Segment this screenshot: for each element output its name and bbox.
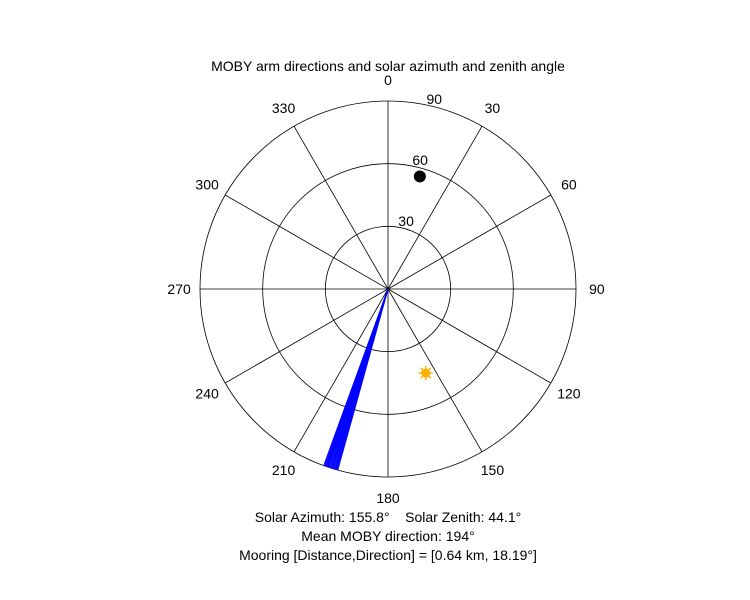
moby-arm-line: [335, 288, 389, 470]
angle-tick-label: 150: [481, 462, 505, 478]
angle-tick-label: 30: [485, 100, 501, 116]
polar-grid: [199, 100, 577, 478]
solar-zenith-label: Solar Zenith:: [405, 509, 485, 525]
sun-marker: [418, 366, 433, 381]
angle-tick-label: 210: [272, 462, 296, 478]
angle-tick-label: 240: [195, 385, 219, 401]
spoke-300: [224, 194, 389, 290]
angle-tick-label: 300: [195, 177, 219, 193]
spoke-30: [387, 125, 483, 290]
radius-circle-60: [262, 163, 514, 415]
mean-moby-caption: Mean MOBY direction: 194°: [0, 528, 750, 544]
spoke-240: [224, 288, 389, 384]
radius-tick-label: 90: [427, 91, 443, 107]
spoke-330: [293, 125, 389, 290]
spoke-60: [387, 194, 552, 290]
radius-circle-30: [324, 225, 452, 353]
degree-symbol: °: [527, 547, 534, 563]
sun-disc: [421, 368, 431, 378]
mooring-caption: Mooring [Distance,Direction] = [0.64 km,…: [239, 547, 537, 563]
mooring-value: [0.64 km, 18.19: [430, 547, 528, 563]
mooring-label: Mooring [Distance,Direction] =: [239, 547, 427, 563]
solar-caption: Solar Azimuth: 155.8° Solar Zenith: 44.1…: [0, 509, 750, 525]
angle-tick-label: 120: [557, 385, 581, 401]
solar-azimuth-value: 155.8: [348, 509, 384, 525]
mean-moby-label: Mean MOBY direction:: [301, 528, 442, 544]
angle-tick-label: 270: [167, 281, 191, 297]
polar-tick-labels: 0 30 60 90 120 150 180 210 240 270 300 330 30 60 90: [167, 72, 604, 506]
polar-points: [413, 170, 433, 381]
radius-circle-90: [199, 100, 577, 478]
radius-tick-label: 60: [412, 152, 428, 168]
spoke-120: [387, 288, 552, 384]
solar-zenith-value: 44.1: [488, 509, 516, 525]
chart-title: MOBY arm directions and solar azimuth an…: [211, 58, 565, 74]
degree-symbol: °: [515, 509, 522, 525]
position-marker: [413, 170, 426, 183]
angle-tick-label: 180: [376, 490, 400, 506]
degree-symbol: °: [469, 528, 475, 544]
solar-azimuth-label: Solar Azimuth:: [254, 509, 346, 525]
angle-tick-label: 90: [589, 281, 605, 297]
degree-symbol: °: [383, 509, 390, 525]
mean-moby-value: 194: [445, 528, 470, 544]
moby-arm-line: [331, 288, 389, 469]
moby-arm-lines: [323, 288, 389, 471]
angle-tick-label: 330: [272, 100, 296, 116]
angle-tick-label: 60: [561, 177, 577, 193]
angle-tick-label: 0: [384, 72, 392, 88]
moby-arm-line: [325, 288, 389, 467]
spoke-210: [293, 288, 389, 453]
radius-tick-label: 30: [398, 213, 414, 229]
spoke-150: [387, 288, 483, 453]
